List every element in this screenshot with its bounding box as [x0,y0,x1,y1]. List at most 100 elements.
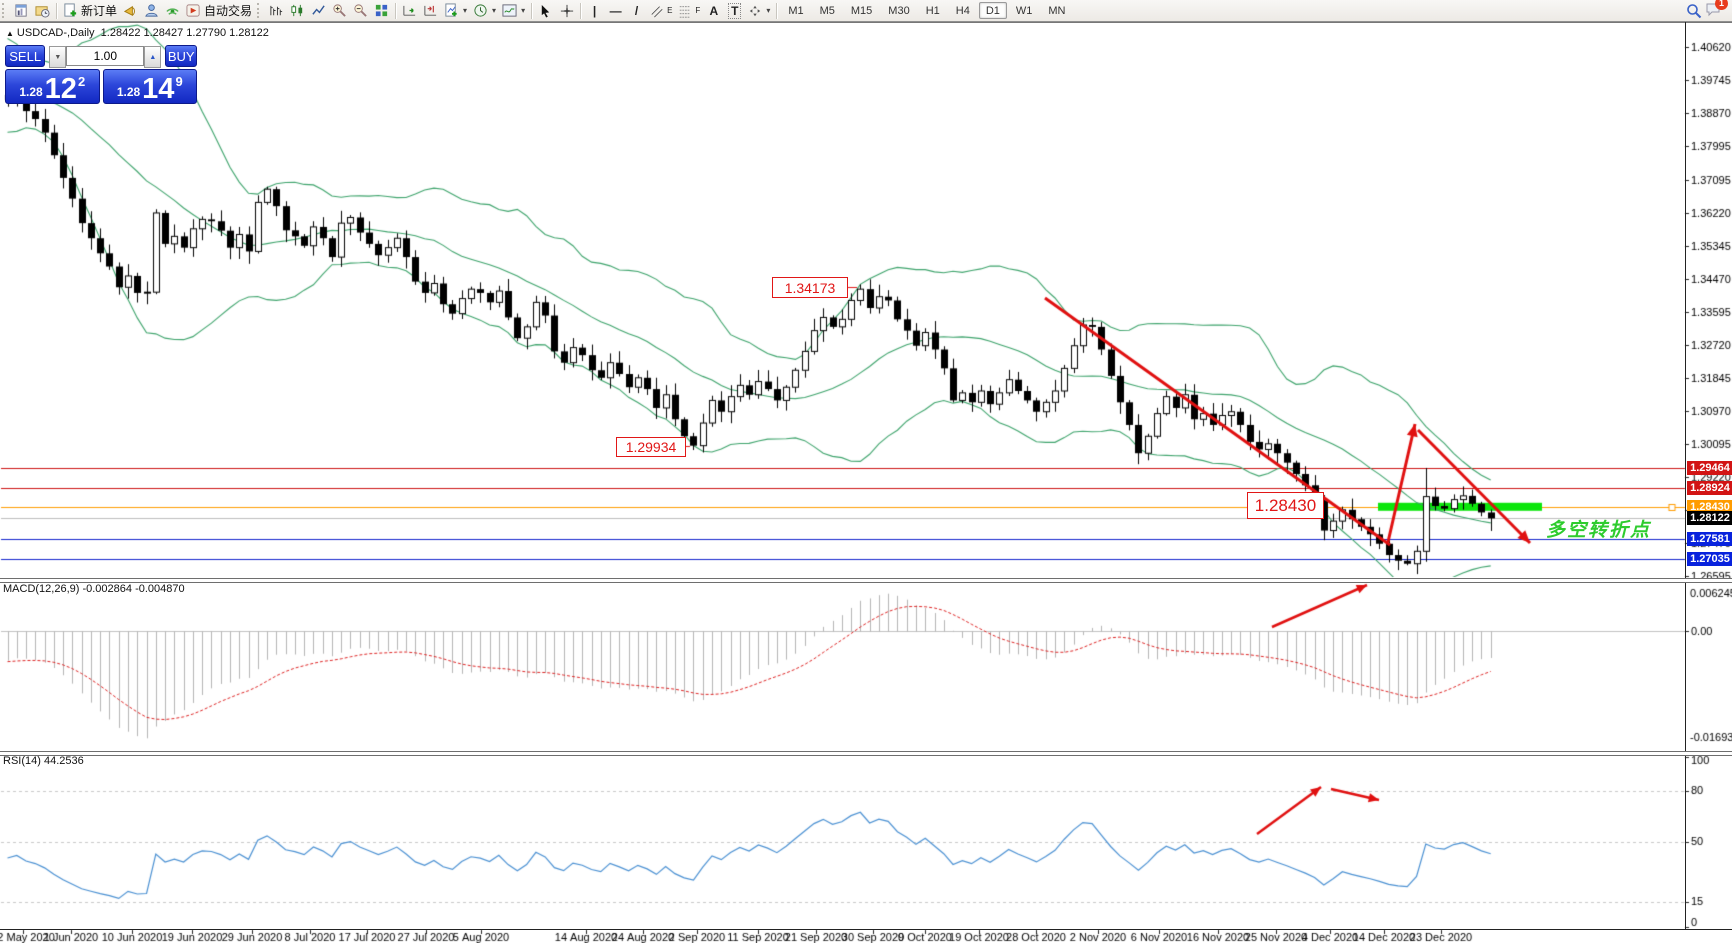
toolbar-separator [776,2,778,19]
channel-e-label: E [667,6,673,15]
buy-price-box[interactable]: 1.28 14 9 [102,69,197,105]
trendline-tool-button[interactable]: / [626,1,647,20]
zoom-out-icon [354,4,367,17]
arrows-tool-button[interactable]: ▾ [745,1,773,20]
auto-trading-button[interactable]: 自动交易 [183,1,255,20]
price-badge: 1.28924 [1687,481,1732,496]
chart-shift-button[interactable] [420,1,441,20]
timeframe-button-m5[interactable]: M5 [813,2,842,19]
volume-stepper: ▼ 1.00 ▲ [49,45,162,68]
timeframe-button-mn[interactable]: MN [1041,2,1072,19]
price-badge: 1.27035 [1687,552,1732,567]
buy-button[interactable]: BUY [165,45,197,67]
new-order-button[interactable]: 新订单 [60,1,120,20]
clock-icon [474,4,487,17]
timeframe-button-m15[interactable]: M15 [844,2,879,19]
crosshair-tool-button[interactable] [556,1,577,20]
timeframe-button-m1[interactable]: M1 [781,2,810,19]
text-label-tool-button[interactable]: T [724,1,745,20]
expert-advisors-button[interactable] [141,1,162,20]
timeframe-button-w1[interactable]: W1 [1009,2,1040,19]
text-icon: A [709,3,719,18]
profiles-icon [35,6,50,18]
horizontal-line-icon: — [609,3,622,18]
buy-price-big: 14 [142,73,175,105]
timeframe-button-h4[interactable]: H4 [949,2,977,19]
new-order-label: 新订单 [81,4,118,18]
time-axis-border [0,929,1732,930]
tile-windows-button[interactable] [371,1,392,20]
auto-trading-icon [186,4,200,17]
templates-button[interactable]: ▾ [499,1,528,20]
bar-chart-mode-button[interactable] [266,1,287,20]
price-label-box[interactable]: 1.29934 [616,437,686,457]
fibo-f-label: F [695,6,701,15]
symbol-name: USDCAD-,Daily [16,27,95,39]
price-badge: 1.28430 [1687,499,1732,514]
chat-button[interactable]: 1 [1705,0,1728,20]
periods-button[interactable]: ▾ [470,1,499,20]
candlestick-mode-button[interactable] [287,1,308,20]
toolbar-separator [395,2,397,19]
toolbar-separator [531,2,533,19]
vertical-line-tool-button[interactable]: | [584,1,605,20]
vertical-line-icon: | [592,3,597,18]
timeframe-group: M1 M5 M15 M30 H1 H4 D1 W1 MN [780,2,1073,19]
zoom-out-button[interactable] [350,1,371,20]
new-chart-icon [15,4,27,17]
indicators-button[interactable]: ▾ [441,1,470,20]
volume-field[interactable]: 1.00 [66,46,145,66]
profiles-button[interactable] [32,1,53,20]
auto-scroll-button[interactable] [399,1,420,20]
price-axis-border [1685,22,1686,930]
price-label-box[interactable]: 1.34173 [772,277,848,298]
search-button[interactable] [1683,1,1705,20]
fibonacci-tool-button[interactable]: F [675,1,703,20]
new-chart-button[interactable] [11,1,32,20]
sell-button[interactable]: SELL [5,45,46,67]
sell-price-sup: 2 [77,74,86,89]
volume-decrease-button[interactable]: ▼ [49,46,67,68]
equidistant-channel-icon [651,5,663,17]
ohlc-quote: 1.28422 1.28427 1.27790 1.28122 [100,27,269,39]
toolbar-grip [257,3,264,18]
channel-tool-button[interactable]: E [647,1,675,20]
bar-chart-icon [270,5,283,16]
price-label-box[interactable]: 1.28430 [1247,492,1324,519]
rsi-header: RSI(14) 44.2536 [3,755,84,767]
timeframe-button-d1[interactable]: D1 [978,2,1007,19]
cursor-icon [541,4,550,17]
price-badge: 1.28122 [1687,511,1732,526]
cursor-tool-button[interactable] [535,1,556,20]
dropdown-caret-icon: ▾ [492,6,497,15]
sell-price-big: 12 [44,73,77,105]
sell-price-box[interactable]: 1.28 12 2 [5,69,100,104]
horizontal-line-tool-button[interactable]: — [605,1,626,20]
timeframe-button-m30[interactable]: M30 [881,2,916,19]
signals-button[interactable] [162,1,183,20]
alerts-button[interactable] [120,1,141,20]
timeframe-button-h1[interactable]: H1 [919,2,947,19]
price-badge: 1.27581 [1687,531,1732,546]
trendline-icon: / [634,3,639,18]
macd-pane-separator[interactable] [0,578,1732,583]
auto-trading-label: 自动交易 [204,4,253,18]
toolbar-grip [2,3,9,18]
line-chart-mode-button[interactable] [308,1,329,20]
candlestick-icon [291,4,303,17]
buy-price-small: 1.28 [116,85,141,99]
toolbar-separator [580,2,582,19]
crosshair-icon [560,4,573,17]
chinese-annotation[interactable]: 多空转折点 [1546,520,1652,541]
dropdown-caret-icon: ▾ [766,6,771,15]
dropdown-caret-icon: ▾ [521,6,526,15]
text-tool-button[interactable]: A [703,1,724,20]
one-click-trading-panel: SELL ▼ 1.00 ▲ BUY 1.28 12 2 1.28 14 9 [5,45,197,105]
zoom-in-button[interactable] [329,1,350,20]
templates-icon [502,4,517,17]
rsi-pane-separator[interactable] [0,751,1732,756]
volume-increase-button[interactable]: ▲ [144,46,162,68]
horn-icon [123,5,135,16]
symbol-marker-icon: ▲ [6,29,14,38]
